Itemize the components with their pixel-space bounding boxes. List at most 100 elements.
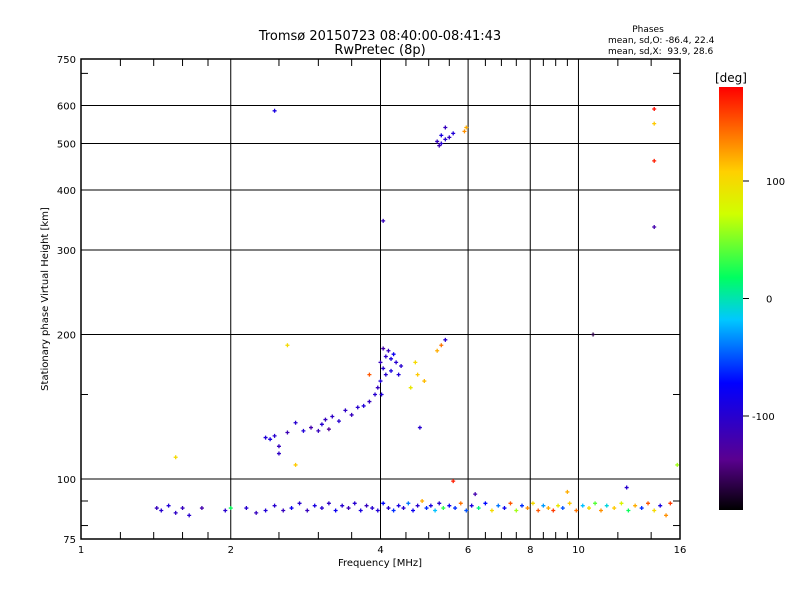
data-point: [443, 125, 448, 130]
data-point: [361, 403, 366, 408]
data-point: [389, 356, 394, 361]
data-point: [417, 425, 422, 430]
data-point: [285, 430, 290, 435]
data-point: [396, 372, 401, 377]
colorbar: [719, 87, 743, 510]
data-point: [367, 372, 372, 377]
data-point: [435, 348, 440, 353]
data-point: [541, 503, 546, 508]
data-point: [223, 508, 228, 513]
data-point: [272, 503, 277, 508]
x-tick-label: 4: [377, 545, 383, 556]
data-point: [276, 451, 281, 456]
x-tick-label: 10: [572, 545, 585, 556]
x-tick-label: 16: [674, 545, 687, 556]
data-point: [652, 107, 657, 112]
data-point: [364, 503, 369, 508]
data-point: [619, 501, 624, 506]
data-point: [319, 506, 324, 511]
y-axis-label: Stationary phase Virtual Height [km]: [40, 207, 51, 391]
y-tick-label: 600: [57, 102, 76, 113]
data-point: [386, 348, 391, 353]
data-point: [652, 225, 657, 230]
data-point: [386, 506, 391, 511]
data-point: [272, 433, 277, 438]
data-point: [263, 508, 268, 513]
data-point: [276, 444, 281, 449]
data-point: [381, 346, 386, 351]
data-point: [593, 501, 598, 506]
data-point: [413, 360, 418, 365]
data-point: [316, 428, 321, 433]
colorbar-tick-label: -100: [752, 412, 775, 423]
data-point: [652, 121, 657, 126]
data-point: [293, 462, 298, 467]
data-point: [551, 508, 556, 513]
data-point: [323, 417, 328, 422]
data-point: [391, 352, 396, 357]
data-point: [173, 510, 178, 515]
data-point: [435, 139, 440, 144]
data-point: [530, 501, 535, 506]
colorbar-ticks: 100 0 -100: [743, 177, 785, 423]
data-point: [272, 108, 277, 113]
data-point: [469, 503, 474, 508]
data-point: [375, 385, 380, 390]
data-points: [154, 107, 680, 518]
data-point: [326, 427, 331, 432]
x-tick-label: 8: [527, 545, 533, 556]
data-point: [340, 503, 345, 508]
data-point: [424, 506, 429, 511]
data-point: [309, 425, 314, 430]
data-point: [383, 354, 388, 359]
data-point: [437, 501, 442, 506]
data-point: [159, 508, 164, 513]
data-point: [281, 508, 286, 513]
data-point: [305, 508, 310, 513]
data-point: [447, 503, 452, 508]
data-point: [599, 508, 604, 513]
data-point: [330, 414, 335, 419]
data-point: [502, 506, 507, 511]
data-point: [443, 137, 448, 142]
data-point: [652, 508, 657, 513]
data-point: [462, 129, 467, 134]
data-point: [639, 506, 644, 511]
data-point: [389, 368, 394, 373]
data-point: [173, 455, 178, 460]
data-point: [525, 506, 530, 511]
data-point: [624, 485, 629, 490]
data-point: [483, 501, 488, 506]
data-point: [180, 506, 185, 511]
data-point: [375, 508, 380, 513]
data-point: [441, 506, 446, 511]
data-point: [476, 506, 481, 511]
data-point: [458, 501, 463, 506]
data-point: [489, 508, 494, 513]
data-point: [352, 501, 357, 506]
data-point: [346, 506, 351, 511]
data-point: [333, 508, 338, 513]
data-point: [519, 503, 524, 508]
colorbar-tick-label: 100: [766, 177, 785, 188]
y-tick-label: 400: [57, 186, 76, 197]
data-point: [464, 125, 469, 130]
data-point: [580, 503, 585, 508]
data-point: [293, 420, 298, 425]
data-point: [399, 363, 404, 368]
y-tick-label: 75: [63, 535, 76, 546]
data-point: [646, 501, 651, 506]
chart-subtitle: RwPretec (8p): [334, 43, 425, 58]
x-axis-label: Frequency [MHz]: [338, 558, 422, 569]
y-tick-label: 750: [57, 55, 76, 66]
data-point: [301, 428, 306, 433]
data-point: [473, 492, 478, 497]
data-point: [420, 498, 425, 503]
data-point: [560, 506, 565, 511]
data-point: [428, 503, 433, 508]
data-point: [514, 508, 519, 513]
data-point: [675, 462, 680, 467]
data-point: [565, 489, 570, 494]
data-point: [268, 437, 273, 442]
data-point: [370, 506, 375, 511]
